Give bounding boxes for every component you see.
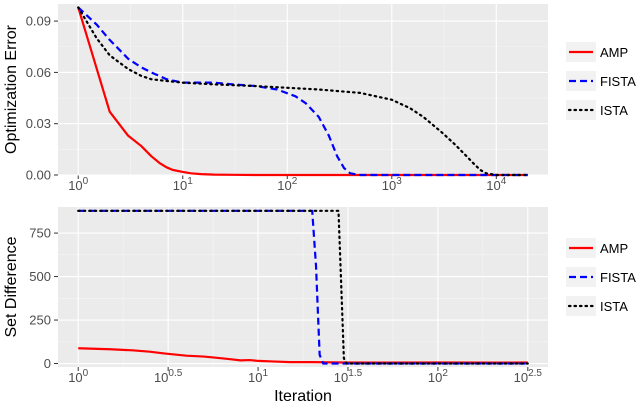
legend-label-amp: AMP <box>600 45 628 60</box>
series-line-fista <box>78 209 528 365</box>
panel-1: 100 101 102 103 1040.000.030.060.09Optimizat… <box>3 4 636 193</box>
x-tick-label: 102 <box>277 176 297 193</box>
legend-label-amp: AMP <box>600 241 628 256</box>
y-tick-label: 500 <box>29 269 51 284</box>
y-tick-label: 750 <box>29 226 51 241</box>
x-tick-exponent: 2 <box>292 176 298 187</box>
x-tick-base: 10 <box>382 178 396 193</box>
x-tick-base: 10 <box>514 370 528 385</box>
x-tick-label: 100 <box>68 368 88 385</box>
x-tick-label: 101 <box>248 368 268 385</box>
x-tick-base: 10 <box>68 178 82 193</box>
y-axis-title: Set Difference <box>3 236 20 337</box>
x-tick-exponent: 3 <box>396 176 402 187</box>
x-tick-exponent: 0 <box>83 176 89 187</box>
series-line-amp <box>77 7 528 177</box>
x-tick-label: 104 <box>486 176 506 193</box>
x-tick-base: 10 <box>277 178 291 193</box>
legend-label-ista: ISTA <box>600 299 628 314</box>
x-axis-title: Iteration <box>274 388 332 405</box>
y-tick-label: 0.00 <box>26 168 51 183</box>
x-tick-exponent: 1.5 <box>348 368 362 379</box>
legend-label-fista: FISTA <box>600 74 636 89</box>
x-tick-base: 10 <box>173 178 187 193</box>
legend-label-fista: FISTA <box>600 270 636 285</box>
x-tick-label: 102 <box>428 368 448 385</box>
legend-label-ista: ISTA <box>600 103 628 118</box>
x-tick-base: 10 <box>154 370 168 385</box>
legend: AMP FISTA ISTA <box>566 42 636 120</box>
x-tick-label: 101.5 <box>334 368 363 385</box>
x-tick-exponent: 0 <box>83 368 89 379</box>
x-tick-label: 101 <box>173 176 193 193</box>
x-tick-exponent: 1 <box>263 368 269 379</box>
x-tick-base: 10 <box>248 370 262 385</box>
series-line-ista <box>77 209 529 365</box>
series-line-ista <box>77 6 529 177</box>
y-tick-label: 0.06 <box>26 65 51 80</box>
x-tick-exponent: 1 <box>187 176 193 187</box>
y-tick-label: 250 <box>29 313 51 328</box>
x-tick-base: 10 <box>68 370 82 385</box>
legend: AMP FISTA ISTA <box>566 238 636 316</box>
x-tick-base: 10 <box>486 178 500 193</box>
x-tick-base: 10 <box>334 370 348 385</box>
x-tick-exponent: 2.5 <box>528 368 542 379</box>
y-tick-label: 0 <box>44 356 51 371</box>
y-tick-label: 0.03 <box>26 116 51 131</box>
x-tick-exponent: 2 <box>442 368 448 379</box>
x-tick-label: 100 <box>68 176 88 193</box>
y-axis-title: Optimization Error <box>3 24 20 154</box>
x-tick-label: 102.5 <box>514 368 543 385</box>
x-tick-base: 10 <box>428 370 442 385</box>
x-tick-exponent: 4 <box>501 176 507 187</box>
x-tick-exponent: 0.5 <box>168 368 182 379</box>
y-tick-label: 0.09 <box>26 14 51 29</box>
x-tick-label: 103 <box>382 176 402 193</box>
x-tick-label: 100.5 <box>154 368 183 385</box>
